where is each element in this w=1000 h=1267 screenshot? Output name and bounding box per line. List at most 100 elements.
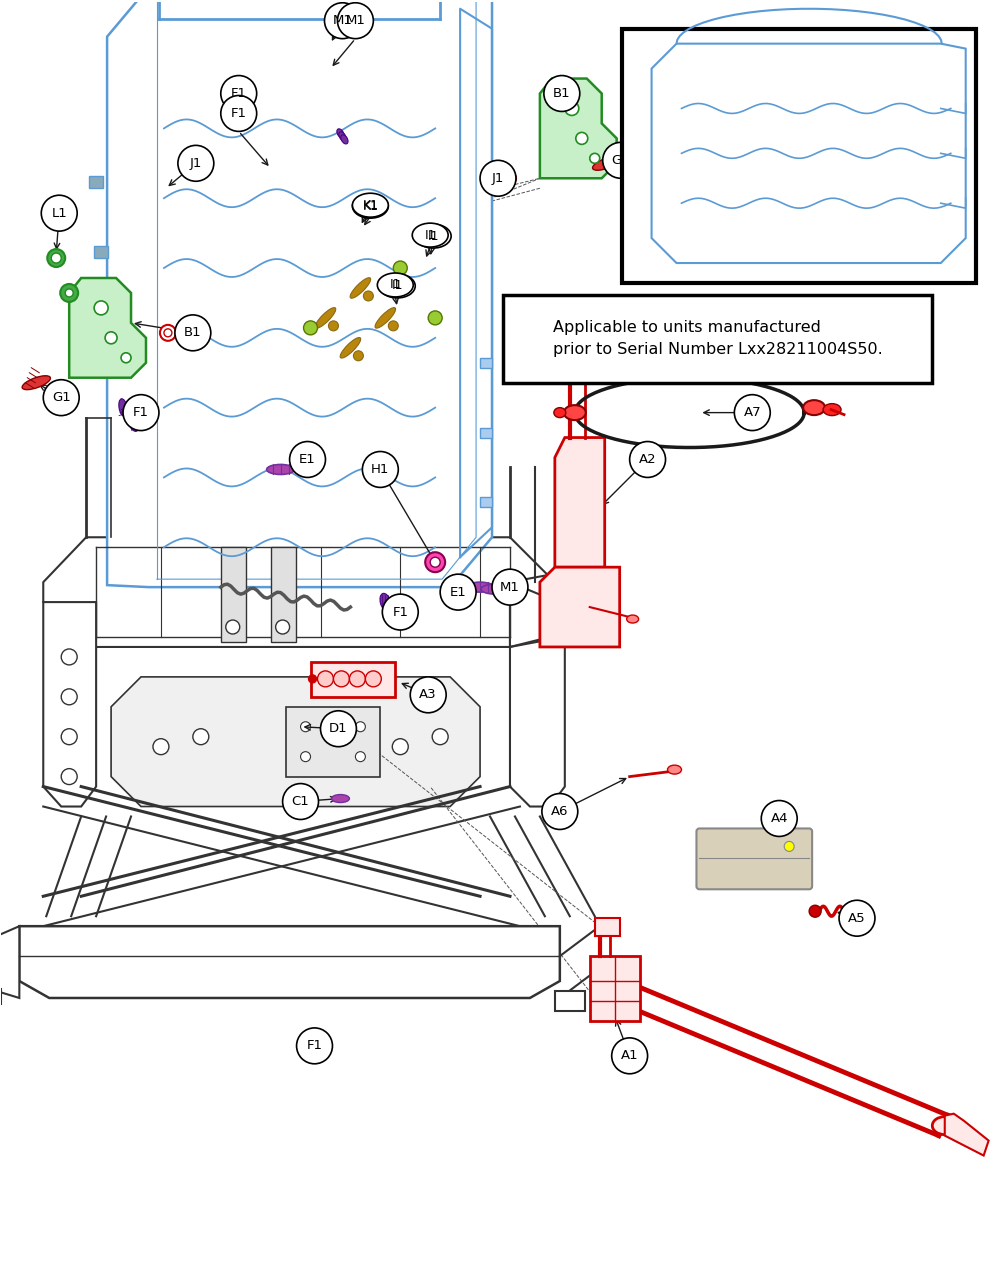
Circle shape [61, 649, 77, 665]
Polygon shape [510, 602, 565, 807]
Polygon shape [540, 79, 617, 179]
Text: K1: K1 [362, 199, 378, 212]
Text: A2: A2 [639, 454, 656, 466]
Circle shape [290, 441, 325, 478]
Ellipse shape [352, 194, 388, 218]
Circle shape [576, 132, 588, 144]
Bar [89, 176, 103, 189]
Bar [0, 990, 1, 1003]
Circle shape [500, 170, 516, 186]
Circle shape [41, 195, 77, 231]
Bar [480, 357, 492, 367]
Circle shape [432, 729, 448, 745]
Ellipse shape [339, 132, 346, 141]
Text: F1: F1 [307, 1039, 323, 1053]
Circle shape [362, 451, 398, 488]
Ellipse shape [315, 308, 336, 328]
Circle shape [355, 751, 365, 761]
Text: F1: F1 [231, 87, 247, 100]
Circle shape [301, 722, 311, 732]
Circle shape [627, 99, 637, 109]
Polygon shape [555, 437, 605, 568]
Ellipse shape [119, 399, 127, 417]
Bar [595, 919, 620, 936]
Circle shape [309, 675, 317, 683]
Circle shape [440, 574, 476, 611]
Text: L1: L1 [650, 98, 665, 110]
Circle shape [353, 351, 363, 361]
Ellipse shape [300, 1038, 311, 1054]
Circle shape [61, 729, 77, 745]
Text: M1: M1 [333, 14, 352, 27]
Ellipse shape [377, 272, 413, 296]
Text: A3: A3 [419, 688, 437, 702]
Ellipse shape [129, 414, 139, 431]
Circle shape [428, 310, 442, 324]
Text: E1: E1 [450, 585, 466, 598]
Circle shape [590, 153, 600, 163]
Bar [480, 427, 492, 437]
Ellipse shape [415, 224, 451, 248]
Circle shape [382, 594, 418, 630]
Circle shape [324, 3, 360, 39]
Text: J1: J1 [190, 157, 202, 170]
Circle shape [392, 739, 408, 755]
Circle shape [363, 291, 373, 302]
Text: D1: D1 [329, 722, 348, 735]
Polygon shape [540, 568, 620, 647]
Text: F1: F1 [133, 407, 149, 419]
Text: F1: F1 [392, 606, 408, 618]
Circle shape [304, 321, 318, 334]
Ellipse shape [554, 408, 566, 418]
Ellipse shape [466, 582, 494, 592]
Text: K1: K1 [362, 200, 378, 213]
Text: C1: C1 [292, 794, 309, 808]
Text: F1: F1 [231, 106, 247, 120]
Circle shape [809, 905, 821, 917]
Text: A5: A5 [848, 912, 866, 925]
Circle shape [333, 672, 349, 687]
Text: I1: I1 [390, 279, 401, 291]
FancyBboxPatch shape [696, 829, 812, 889]
Text: A7: A7 [743, 407, 761, 419]
Text: A6: A6 [551, 805, 569, 818]
Polygon shape [0, 926, 19, 998]
Circle shape [542, 793, 578, 830]
Circle shape [430, 557, 440, 568]
Text: B1: B1 [184, 327, 202, 340]
Circle shape [480, 161, 516, 196]
Text: B1: B1 [553, 87, 571, 100]
Circle shape [328, 321, 338, 331]
Ellipse shape [375, 308, 396, 328]
Polygon shape [19, 926, 560, 998]
Circle shape [123, 394, 159, 431]
Circle shape [276, 620, 290, 634]
Ellipse shape [331, 794, 349, 802]
Ellipse shape [627, 614, 639, 623]
Polygon shape [286, 707, 380, 777]
Circle shape [175, 315, 211, 351]
Circle shape [43, 380, 79, 416]
Bar [94, 246, 108, 258]
Circle shape [65, 289, 73, 296]
Circle shape [193, 729, 209, 745]
Text: I1: I1 [424, 228, 436, 242]
Ellipse shape [380, 593, 391, 611]
Ellipse shape [823, 404, 841, 416]
Circle shape [60, 284, 78, 302]
Text: G1: G1 [52, 392, 71, 404]
Circle shape [321, 711, 356, 746]
Text: I1: I1 [427, 229, 439, 242]
Circle shape [318, 672, 333, 687]
Bar [560, 365, 595, 380]
Circle shape [492, 569, 528, 606]
Ellipse shape [593, 156, 621, 170]
Ellipse shape [267, 465, 295, 474]
Circle shape [612, 1038, 648, 1073]
Circle shape [221, 76, 257, 111]
Bar [503, 295, 932, 383]
Text: A4: A4 [770, 812, 788, 825]
Circle shape [761, 801, 797, 836]
Circle shape [784, 841, 794, 851]
Circle shape [504, 175, 512, 182]
